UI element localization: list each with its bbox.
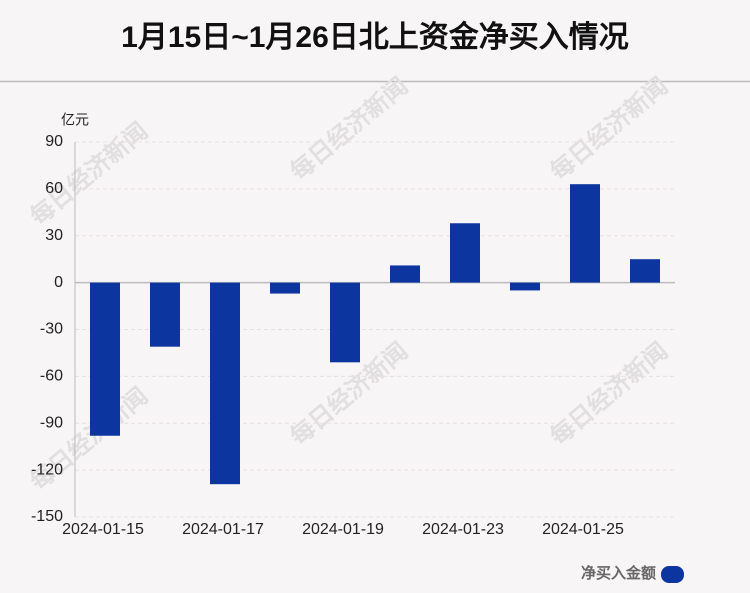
legend-swatch <box>661 566 684 583</box>
bar <box>630 259 660 283</box>
x-tick-label: 2024-01-19 <box>302 521 384 538</box>
bar <box>210 282 240 485</box>
bar <box>150 282 180 347</box>
x-tick-label: 2024-01-25 <box>542 521 624 538</box>
chart-title: 1月15日~1月26日北上资金净买入情况 <box>121 20 629 54</box>
x-tick-label: 2024-01-17 <box>182 521 264 538</box>
y-tick-label: -30 <box>40 321 63 338</box>
y-tick-label: -90 <box>40 414 63 431</box>
bar <box>330 282 360 363</box>
x-tick-label: 2024-01-15 <box>62 521 144 538</box>
y-tick-label: 30 <box>45 227 63 244</box>
y-tick-label: -60 <box>40 368 63 385</box>
y-tick-label: -150 <box>31 508 63 525</box>
bar <box>270 282 300 294</box>
bar <box>570 184 600 283</box>
y-tick-label: -120 <box>31 461 63 478</box>
bar <box>510 282 540 291</box>
x-tick-label: 2024-01-23 <box>422 521 504 538</box>
bar <box>450 223 480 283</box>
legend-label: 净买入金额 <box>581 564 656 582</box>
y-tick-label: 60 <box>45 180 63 197</box>
y-unit: 亿元 <box>61 112 89 128</box>
bar <box>90 282 120 436</box>
bar <box>390 265 420 283</box>
y-tick-label: 90 <box>45 133 63 150</box>
y-tick-label: 0 <box>54 274 63 291</box>
